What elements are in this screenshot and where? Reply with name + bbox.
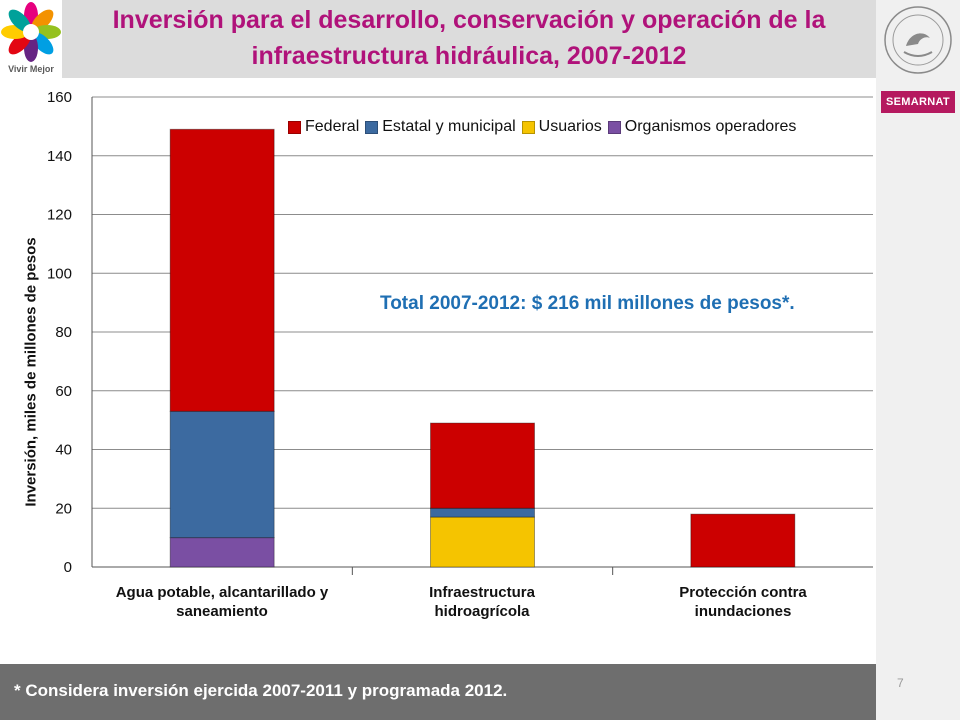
- mexico-seal-icon: [884, 6, 952, 74]
- x-category-label-0: Agua potable, alcantarillado y saneamien…: [97, 583, 347, 621]
- legend-item: Usuarios: [521, 118, 602, 136]
- x-category-line: Agua potable, alcantarillado y: [115, 584, 329, 601]
- stacked-bar-chart: 0 20 40 60 80 100 120 140 160: [47, 89, 873, 576]
- x-category-line: Infraestructura: [429, 584, 535, 601]
- y-tick-label: 100: [47, 265, 72, 282]
- page-title: Inversión para el desarrollo, conservaci…: [112, 6, 826, 70]
- y-tick-label: 140: [47, 148, 72, 165]
- right-strip: [876, 0, 960, 720]
- bar-segment: [430, 516, 535, 568]
- footer-bar: [0, 664, 876, 720]
- x-category-line: inundaciones: [694, 603, 792, 620]
- y-tick-label: 20: [55, 500, 72, 517]
- y-tick-label: 60: [55, 383, 72, 400]
- bar-segment: [430, 422, 535, 509]
- header-bar: [62, 0, 876, 78]
- total-annotation: Total 2007-2012: $ 216 mil millones de p…: [380, 293, 795, 314]
- page-number: 7: [897, 676, 904, 690]
- bar-segment: [169, 410, 275, 539]
- legend-label: Estatal y municipal: [382, 118, 516, 135]
- legend-item: Federal: [288, 118, 359, 136]
- legend-swatch: [607, 120, 621, 134]
- x-category-line: saneamiento: [176, 603, 268, 620]
- legend-label: Usuarios: [538, 118, 602, 135]
- legend-item: Organismos operadores: [607, 118, 797, 136]
- legend-swatch: [521, 120, 535, 134]
- bar-segment: [690, 513, 796, 568]
- logo-left-label: Vivir Mejor: [8, 64, 54, 74]
- legend-item: Estatal y municipal: [365, 118, 516, 136]
- vivir-mejor-logo: Vivir Mejor: [0, 0, 62, 78]
- y-axis-label: Inversión, miles de millones de pesos: [22, 237, 40, 507]
- x-category-label-2: Protección contra inundaciones: [618, 583, 868, 621]
- y-tick-label: 40: [55, 442, 72, 459]
- x-category-line: hidroagrícola: [434, 603, 530, 620]
- bar-segment: [430, 507, 535, 518]
- y-tick-label: 120: [47, 207, 72, 224]
- bar-segment: [169, 128, 275, 412]
- legend-label: Federal: [305, 118, 360, 135]
- chart-legend: Federal Estatal y municipal Usuarios Organi…: [288, 118, 802, 136]
- y-tick-label: 160: [47, 89, 72, 106]
- legend-swatch: [365, 120, 379, 134]
- flower-logo-icon: [1, 2, 61, 62]
- x-category-label-1: Infraestructura hidroagrícola: [357, 583, 607, 621]
- bar-segment: [169, 537, 275, 568]
- y-tick-label: 80: [55, 324, 72, 341]
- y-tick-label: 0: [64, 559, 72, 576]
- footer-note: * Considera inversión ejercida 2007-2011…: [14, 681, 508, 700]
- semarnat-logo: SEMARNAT: [881, 91, 955, 113]
- legend-swatch: [288, 120, 301, 134]
- legend-label: Organismos operadores: [624, 118, 797, 135]
- x-category-line: Protección contra: [679, 584, 807, 601]
